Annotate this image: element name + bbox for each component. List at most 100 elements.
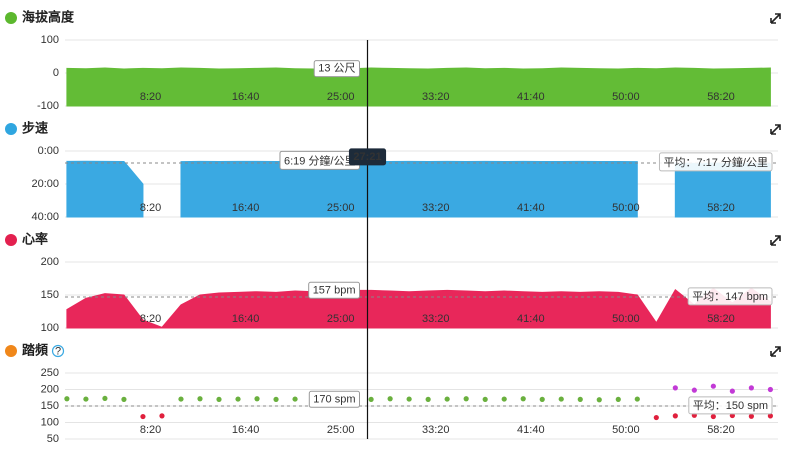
x-tick-label: 16:40 bbox=[232, 313, 260, 325]
x-tick-label: 58:20 bbox=[707, 313, 735, 325]
expand-icon[interactable] bbox=[770, 124, 781, 135]
point bbox=[254, 396, 260, 402]
point bbox=[406, 396, 412, 402]
average-label-box bbox=[658, 152, 773, 172]
y-tick-label: 100 bbox=[41, 34, 59, 46]
x-tick-label: 8:20 bbox=[140, 202, 161, 214]
point bbox=[273, 396, 279, 402]
x-tick-label: 50:00 bbox=[612, 424, 640, 436]
point bbox=[140, 413, 146, 420]
point bbox=[368, 396, 374, 402]
x-tick-label: 41:40 bbox=[517, 424, 545, 436]
point bbox=[672, 385, 678, 391]
x-tick-label: 25:00 bbox=[327, 202, 355, 214]
average-label: 平均：7:17 分鐘/公里 bbox=[663, 155, 768, 169]
x-tick-label: 33:20 bbox=[422, 91, 450, 103]
expand-icon[interactable] bbox=[770, 346, 781, 357]
point bbox=[767, 386, 773, 393]
point bbox=[482, 396, 488, 402]
point bbox=[463, 396, 469, 402]
y-tick-label: 150 bbox=[41, 289, 59, 301]
x-tick-label: 58:20 bbox=[707, 202, 735, 214]
x-tick-label: 58:20 bbox=[707, 91, 735, 103]
x-tick-label: 16:40 bbox=[232, 202, 260, 214]
cursor-label-box bbox=[308, 390, 361, 408]
x-tick-label: 25:00 bbox=[327, 424, 355, 436]
cursor-label: 157 bpm bbox=[313, 284, 356, 296]
cursor-label: 13 公尺 bbox=[318, 63, 355, 75]
point bbox=[710, 413, 716, 420]
point bbox=[83, 396, 89, 402]
x-tick-label: 50:00 bbox=[612, 313, 640, 325]
x-tick-label: 16:40 bbox=[232, 424, 260, 436]
chart-title: 海拔高度 bbox=[22, 9, 75, 24]
x-tick-label: 41:40 bbox=[517, 202, 545, 214]
y-tick-label: -100 bbox=[37, 100, 59, 112]
title-dot bbox=[5, 234, 17, 246]
x-tick-label: 58:20 bbox=[707, 424, 735, 436]
point bbox=[615, 396, 621, 402]
point bbox=[767, 413, 773, 419]
point bbox=[558, 396, 564, 402]
crosshair-label: 27:21 bbox=[353, 151, 381, 163]
x-tick-label: 25:00 bbox=[327, 91, 355, 103]
x-tick-label: 25:00 bbox=[327, 313, 355, 325]
x-tick-label: 8:20 bbox=[140, 91, 161, 103]
average-label-box bbox=[688, 396, 773, 415]
point bbox=[748, 413, 754, 419]
crosshair-label-box bbox=[348, 148, 387, 166]
y-tick-label: 0:00 bbox=[38, 145, 59, 157]
x-tick-label: 8:20 bbox=[140, 313, 161, 325]
expand-icon[interactable] bbox=[770, 235, 781, 246]
x-tick-label: 50:00 bbox=[612, 202, 640, 214]
point bbox=[178, 396, 184, 402]
y-tick-label: 100 bbox=[41, 322, 59, 334]
point bbox=[748, 385, 754, 391]
point bbox=[501, 396, 507, 402]
y-tick-label: 50 bbox=[47, 433, 59, 445]
point bbox=[387, 396, 393, 402]
y-tick-label: 150 bbox=[41, 400, 59, 412]
point bbox=[292, 396, 298, 402]
help-icon-text: ? bbox=[55, 345, 61, 357]
x-tick-label: 33:20 bbox=[422, 202, 450, 214]
help-icon[interactable] bbox=[51, 344, 65, 358]
y-tick-label: 250 bbox=[41, 367, 59, 379]
x-tick-label: 33:20 bbox=[422, 313, 450, 325]
point bbox=[596, 397, 602, 403]
point bbox=[710, 383, 716, 389]
y-tick-label: 0 bbox=[53, 67, 59, 79]
x-tick-label: 33:20 bbox=[422, 424, 450, 436]
x-tick-label: 16:40 bbox=[232, 91, 260, 103]
average-label: 平均：150 spm bbox=[693, 399, 768, 412]
cursor-label-box bbox=[313, 60, 361, 78]
point bbox=[64, 396, 70, 402]
area bbox=[66, 287, 771, 329]
y-tick-label: 200 bbox=[41, 256, 59, 268]
point bbox=[729, 388, 735, 394]
x-tick-label: 8:20 bbox=[140, 424, 161, 436]
chart-title: 踏頻 bbox=[22, 342, 48, 357]
point bbox=[425, 396, 431, 402]
x-tick-label: 41:40 bbox=[517, 313, 545, 325]
point bbox=[672, 413, 678, 419]
title-dot bbox=[5, 123, 17, 135]
y-tick-label: 200 bbox=[41, 383, 59, 395]
point bbox=[121, 396, 127, 402]
point bbox=[216, 396, 222, 402]
expand-icon[interactable] bbox=[770, 13, 781, 24]
y-tick-label: 20:00 bbox=[31, 178, 59, 190]
average-label-box bbox=[687, 287, 773, 306]
cursor-label: 6:19 分鐘/公里 bbox=[284, 153, 356, 167]
point bbox=[235, 396, 241, 402]
chart-title: 心率 bbox=[22, 231, 48, 246]
x-tick-label: 50:00 bbox=[612, 91, 640, 103]
x-tick-label: 41:40 bbox=[517, 91, 545, 103]
chart-title: 步速 bbox=[22, 120, 48, 135]
cursor-label: 170 spm bbox=[313, 393, 355, 405]
point bbox=[634, 396, 640, 402]
point bbox=[653, 414, 659, 421]
point bbox=[539, 396, 545, 402]
